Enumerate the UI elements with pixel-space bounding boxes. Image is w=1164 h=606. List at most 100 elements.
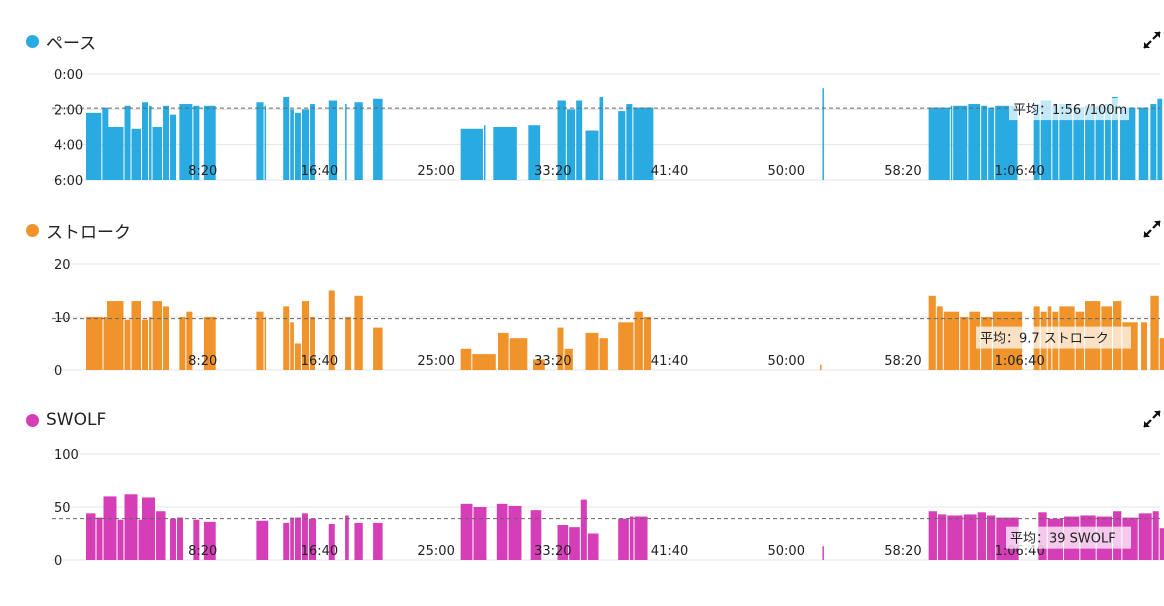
- pace-bar[interactable]: [294, 112, 301, 180]
- pace-bar[interactable]: [179, 104, 193, 180]
- pace-bar[interactable]: [633, 107, 654, 180]
- stroke-bar[interactable]: [509, 338, 528, 370]
- pace-bar[interactable]: [1150, 104, 1157, 180]
- stroke-bar[interactable]: [585, 332, 599, 370]
- swolf-bar[interactable]: [301, 513, 308, 560]
- stroke-bar[interactable]: [256, 311, 264, 370]
- stroke-bar[interactable]: [354, 295, 363, 370]
- swolf-bar[interactable]: [986, 515, 996, 560]
- swolf-bar[interactable]: [947, 515, 963, 560]
- stroke-bar[interactable]: [969, 311, 981, 370]
- pace-bar[interactable]: [203, 105, 216, 180]
- swolf-bar[interactable]: [580, 499, 587, 560]
- pace-bar[interactable]: [170, 114, 177, 180]
- pace-bar[interactable]: [988, 107, 995, 180]
- stroke-bar[interactable]: [186, 311, 193, 370]
- swolf-bar[interactable]: [103, 496, 117, 560]
- swolf-bar[interactable]: [557, 525, 569, 560]
- pace-bar[interactable]: [953, 105, 968, 180]
- stroke-bar[interactable]: [618, 322, 634, 370]
- swolf-bar[interactable]: [345, 515, 349, 560]
- pace-bar[interactable]: [345, 104, 347, 180]
- pace-bar[interactable]: [354, 102, 363, 180]
- stroke-bar[interactable]: [290, 322, 294, 370]
- stroke-bar[interactable]: [142, 319, 149, 370]
- pace-bar[interactable]: [1059, 104, 1073, 180]
- pace-bar[interactable]: [566, 109, 576, 180]
- swolf-bar[interactable]: [193, 519, 200, 560]
- stroke-bar[interactable]: [936, 306, 943, 370]
- stroke-bar[interactable]: [283, 306, 290, 370]
- swolf-bar[interactable]: [977, 512, 986, 560]
- stroke-bar[interactable]: [124, 319, 131, 370]
- stroke-bar[interactable]: [1141, 322, 1148, 370]
- stroke-bar[interactable]: [310, 317, 315, 370]
- pace-bar[interactable]: [1073, 107, 1085, 180]
- pace-bar[interactable]: [256, 102, 264, 180]
- pace-bar[interactable]: [618, 111, 626, 180]
- swolf-bar[interactable]: [203, 521, 216, 560]
- swolf-expand-icon[interactable]: [1143, 410, 1164, 432]
- pace-bar[interactable]: [576, 100, 583, 181]
- stroke-bar[interactable]: [163, 306, 170, 370]
- stroke-bar[interactable]: [1150, 295, 1159, 370]
- stroke-bar[interactable]: [599, 338, 608, 370]
- pace-bar[interactable]: [1111, 96, 1118, 180]
- pace-bar[interactable]: [1040, 100, 1052, 181]
- stroke-bar[interactable]: [928, 295, 936, 370]
- swolf-bar[interactable]: [937, 514, 947, 560]
- swolf-bar[interactable]: [96, 517, 103, 560]
- swolf-bar[interactable]: [373, 522, 383, 560]
- pace-bar[interactable]: [822, 88, 824, 180]
- pace-bar[interactable]: [301, 109, 310, 180]
- stroke-bar[interactable]: [149, 317, 152, 370]
- pace-bar[interactable]: [493, 127, 517, 180]
- pace-bar[interactable]: [1095, 105, 1104, 180]
- stroke-bar[interactable]: [103, 317, 110, 370]
- pace-bar[interactable]: [1085, 105, 1095, 180]
- swolf-bar[interactable]: [1138, 513, 1152, 560]
- pace-expand-icon[interactable]: [1143, 31, 1164, 53]
- pace-bar[interactable]: [1033, 104, 1040, 180]
- swolf-bar[interactable]: [496, 503, 508, 560]
- swolf-bar[interactable]: [283, 522, 290, 560]
- pace-bar[interactable]: [1138, 107, 1149, 180]
- pace-bar[interactable]: [163, 105, 170, 180]
- pace-bar[interactable]: [928, 107, 950, 180]
- pace-bar[interactable]: [1157, 98, 1163, 180]
- pace-bar[interactable]: [1120, 107, 1136, 180]
- swolf-bar[interactable]: [508, 505, 522, 560]
- pace-bar[interactable]: [102, 107, 109, 180]
- swolf-bar[interactable]: [177, 517, 184, 560]
- swolf-bar[interactable]: [587, 533, 599, 561]
- swolf-bar[interactable]: [460, 503, 473, 560]
- stroke-bar[interactable]: [532, 359, 545, 370]
- pace-bar[interactable]: [193, 105, 200, 180]
- stroke-bar[interactable]: [1159, 338, 1164, 370]
- swolf-bar[interactable]: [294, 517, 301, 560]
- pace-bar[interactable]: [460, 128, 483, 180]
- swolf-bar[interactable]: [1152, 511, 1159, 560]
- swolf-bar[interactable]: [138, 519, 145, 560]
- stroke-bar[interactable]: [557, 327, 564, 370]
- stroke-bar[interactable]: [203, 317, 216, 370]
- pace-bar[interactable]: [557, 100, 566, 181]
- stroke-bar[interactable]: [943, 311, 960, 370]
- swolf-bar[interactable]: [928, 511, 937, 560]
- pace-bar[interactable]: [131, 128, 142, 180]
- pace-bar[interactable]: [86, 112, 102, 180]
- pace-bar[interactable]: [968, 104, 981, 180]
- stroke-bar[interactable]: [179, 317, 186, 370]
- swolf-bar[interactable]: [1159, 528, 1164, 560]
- pace-bar[interactable]: [585, 130, 599, 180]
- swolf-bar[interactable]: [354, 522, 363, 560]
- stroke-bar[interactable]: [86, 317, 103, 370]
- swolf-bar[interactable]: [156, 511, 166, 560]
- pace-bar[interactable]: [149, 105, 152, 180]
- stroke-bar[interactable]: [634, 311, 643, 370]
- pace-bar[interactable]: [528, 125, 541, 180]
- stroke-bar[interactable]: [497, 332, 509, 370]
- swolf-bar[interactable]: [634, 516, 648, 560]
- swolf-bar[interactable]: [629, 516, 634, 560]
- pace-bar[interactable]: [124, 105, 131, 180]
